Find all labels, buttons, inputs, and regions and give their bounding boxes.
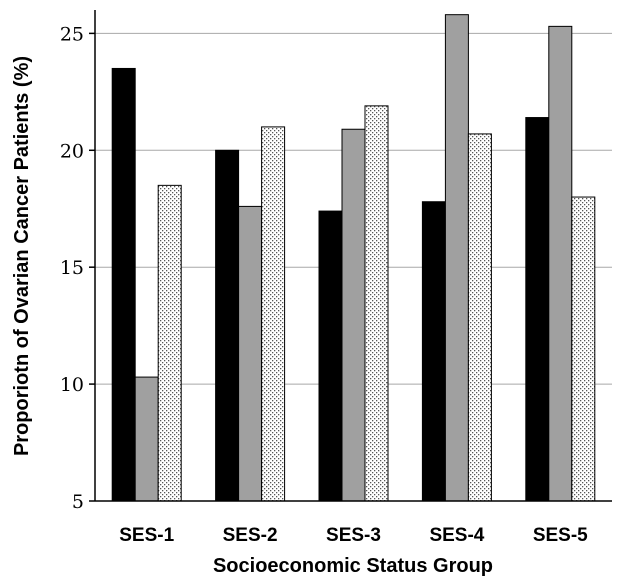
bar-ses-3-series-2 bbox=[341, 128, 366, 502]
bar-ses-3-series-1 bbox=[318, 210, 343, 502]
y-ticks: 5 10 15 20 25 bbox=[60, 23, 95, 513]
bar-ses-3-series-3 bbox=[364, 105, 389, 502]
x-tick-label: SES-4 bbox=[429, 525, 484, 546]
x-tick-label: SES-3 bbox=[326, 525, 381, 546]
x-tick-label: SES-5 bbox=[533, 525, 588, 546]
bar-ses-5-series-3 bbox=[571, 196, 596, 502]
bar-ses-1-series-2 bbox=[134, 376, 159, 502]
bars bbox=[111, 14, 596, 502]
bar-ses-4-series-2 bbox=[444, 14, 469, 502]
axes bbox=[94, 10, 612, 502]
bar-ses-2-series-3 bbox=[261, 126, 286, 502]
bar-ses-2-series-2 bbox=[238, 205, 263, 502]
bar-ses-5-series-2 bbox=[548, 25, 573, 502]
bar-ses-4-series-3 bbox=[467, 133, 492, 502]
x-tick-label: SES-2 bbox=[223, 525, 278, 546]
y-tick-label: 25 bbox=[60, 23, 84, 45]
y-axis-title: Proporiotn of Ovarian Cancer Patients (%… bbox=[11, 56, 33, 456]
y-tick-label: 10 bbox=[60, 374, 84, 396]
y-tick-label: 15 bbox=[60, 257, 84, 279]
x-axis-title: Socioeconomic Status Group bbox=[213, 555, 493, 577]
y-tick-label: 5 bbox=[72, 491, 84, 513]
bar-ses-2-series-1 bbox=[215, 149, 240, 502]
bar-ses-4-series-1 bbox=[421, 201, 446, 502]
bar-ses-5-series-1 bbox=[525, 117, 550, 502]
y-tick-label: 20 bbox=[60, 140, 84, 162]
x-tick-label: SES-1 bbox=[119, 525, 174, 546]
bar-ses-1-series-1 bbox=[111, 67, 136, 502]
bar-ses-1-series-3 bbox=[157, 184, 182, 502]
x-tick-labels: SES-1 SES-2 SES-3 SES-4 SES-5 bbox=[119, 525, 588, 546]
